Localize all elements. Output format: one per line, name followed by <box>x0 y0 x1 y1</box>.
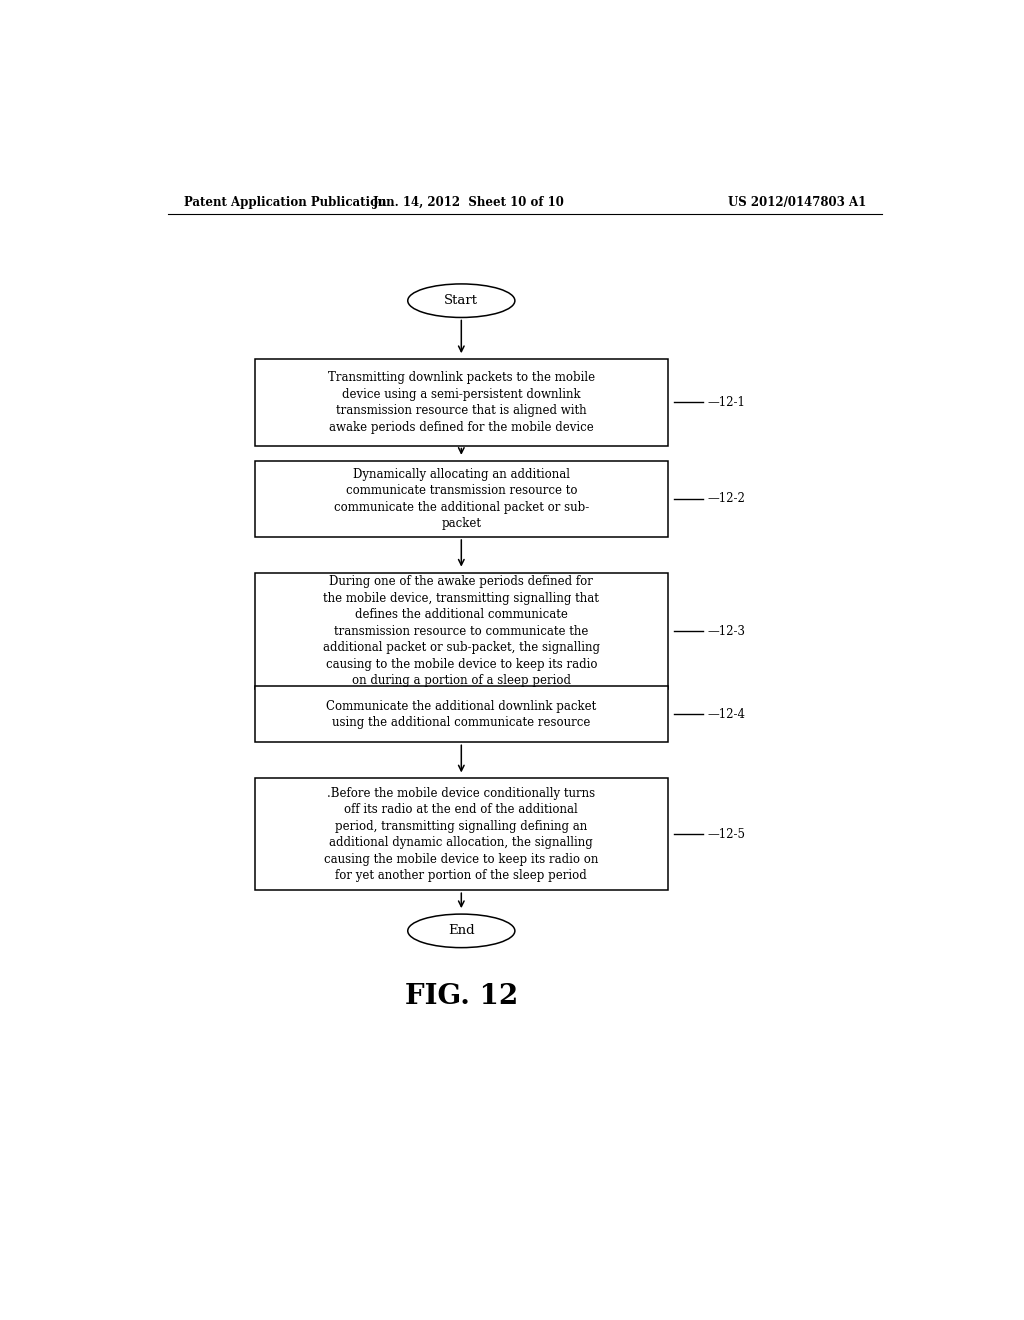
Text: .Before the mobile device conditionally turns
off its radio at the end of the ad: .Before the mobile device conditionally … <box>325 787 598 882</box>
FancyBboxPatch shape <box>255 686 668 742</box>
Text: FIG. 12: FIG. 12 <box>404 983 518 1010</box>
FancyBboxPatch shape <box>255 779 668 890</box>
Text: Patent Application Publication: Patent Application Publication <box>183 195 386 209</box>
Text: Dynamically allocating an additional
communicate transmission resource to
commun: Dynamically allocating an additional com… <box>334 467 589 531</box>
Text: Transmitting downlink packets to the mobile
device using a semi-persistent downl: Transmitting downlink packets to the mob… <box>328 371 595 433</box>
Text: —12-1: —12-1 <box>708 396 745 409</box>
Text: —12-3: —12-3 <box>708 624 745 638</box>
Ellipse shape <box>408 284 515 318</box>
Text: Start: Start <box>444 294 478 308</box>
FancyBboxPatch shape <box>255 461 668 537</box>
Text: —12-5: —12-5 <box>708 828 745 841</box>
FancyBboxPatch shape <box>255 359 668 446</box>
Text: —12-4: —12-4 <box>708 708 745 721</box>
FancyBboxPatch shape <box>255 573 668 689</box>
Ellipse shape <box>408 913 515 948</box>
Text: —12-2: —12-2 <box>708 492 745 506</box>
Text: Communicate the additional downlink packet
using the additional communicate reso: Communicate the additional downlink pack… <box>327 700 596 729</box>
Text: End: End <box>447 924 475 937</box>
Text: Jun. 14, 2012  Sheet 10 of 10: Jun. 14, 2012 Sheet 10 of 10 <box>374 195 565 209</box>
Text: During one of the awake periods defined for
the mobile device, transmitting sign: During one of the awake periods defined … <box>323 576 600 686</box>
Text: US 2012/0147803 A1: US 2012/0147803 A1 <box>728 195 866 209</box>
